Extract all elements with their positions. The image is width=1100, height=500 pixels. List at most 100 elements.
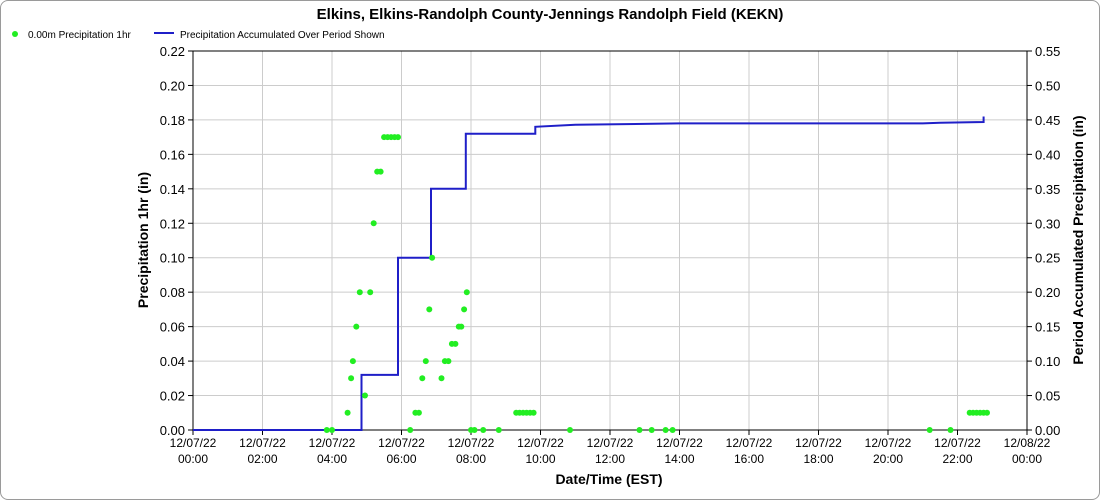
precip-point	[567, 427, 573, 433]
y-axis-right-label: Period Accumulated Precipitation (in)	[1070, 115, 1086, 364]
x-tick-label-date: 12/07/22	[170, 436, 217, 450]
y-right-tick-label: 0.25	[1035, 251, 1060, 266]
x-tick-label-time: 02:00	[247, 452, 277, 466]
x-tick-label-time: 18:00	[803, 452, 833, 466]
x-tick-label-date: 12/07/22	[517, 436, 564, 450]
x-tick-label-time: 14:00	[664, 452, 694, 466]
y-left-tick-label: 0.08	[160, 285, 185, 300]
x-tick-label-time: 16:00	[734, 452, 764, 466]
precip-point	[463, 289, 470, 296]
precip-point	[984, 409, 990, 416]
y-right-tick-label: 0.30	[1035, 216, 1060, 231]
precip-point	[377, 168, 384, 175]
precip-point	[370, 220, 377, 227]
x-tick-label-time: 20:00	[873, 452, 903, 466]
y-left-tick-label: 0.12	[160, 216, 185, 231]
x-tick-label-time: 22:00	[942, 452, 972, 466]
precip-point	[495, 427, 502, 433]
y-left-tick-label: 0.16	[160, 147, 185, 162]
precip-point	[530, 409, 537, 416]
precip-point	[947, 427, 954, 433]
x-tick-label-date: 12/07/22	[239, 436, 286, 450]
accumulated-series	[193, 116, 985, 431]
precip-point	[429, 254, 436, 261]
x-tick-label-time: 06:00	[386, 452, 416, 466]
precip-point	[636, 427, 643, 433]
precip-point	[349, 358, 356, 365]
precip-point	[395, 134, 401, 141]
chart-title: Elkins, Elkins-Randolph County-Jennings …	[317, 6, 784, 23]
legend-line-label: Precipitation Accumulated Over Period Sh…	[180, 30, 385, 41]
y-right-tick-label: 0.00	[1035, 423, 1060, 438]
x-tick-label-date: 12/07/22	[795, 436, 842, 450]
y-left-tick-label: 0.00	[160, 423, 185, 438]
precip-point	[323, 427, 330, 433]
y-left-tick-label: 0.02	[160, 389, 185, 404]
precip-point	[415, 409, 422, 416]
precip-point	[662, 427, 669, 433]
y-right-tick-label: 0.55	[1035, 44, 1060, 59]
y-left-tick-label: 0.18	[160, 113, 185, 128]
precip-point	[471, 427, 478, 433]
x-tick-label-time: 00:00	[1012, 452, 1042, 466]
x-axis-ticks: 12/07/22 00:00 12/07/22 02:00 12/07/22 04:00 1…	[170, 430, 1051, 466]
precip-point	[344, 409, 351, 416]
x-tick-label-date: 12/07/22	[587, 436, 634, 450]
y-right-tick-label: 0.10	[1035, 354, 1060, 369]
precip-point	[480, 427, 487, 433]
x-tick-label-time: 04:00	[317, 452, 347, 466]
precip-point	[353, 323, 360, 330]
x-tick-label-time: 00:00	[178, 452, 208, 466]
precip-point	[329, 427, 335, 433]
legend: 0.00m Precipitation 1hr Precipitation Ac…	[12, 30, 385, 41]
precip-point	[669, 427, 676, 433]
x-tick-label-time: 12:00	[595, 452, 625, 466]
y-left-tick-label: 0.10	[160, 251, 185, 266]
y-axis-right-ticks: 0.00 0.05 0.10 0.15 0.20 0.25 0.30 0.35 0.40 0.45…	[1027, 44, 1060, 438]
x-tick-label-date: 12/07/22	[934, 436, 981, 450]
x-tick-label-time: 08:00	[456, 452, 486, 466]
x-tick-label-date: 12/07/22	[726, 436, 773, 450]
precip-point	[426, 306, 433, 313]
precip-point	[445, 358, 452, 365]
y-left-tick-label: 0.20	[160, 78, 185, 93]
y-right-tick-label: 0.05	[1035, 389, 1060, 404]
y-right-tick-label: 0.50	[1035, 78, 1060, 93]
y-left-tick-label: 0.04	[160, 354, 185, 369]
precip-point	[452, 340, 459, 347]
precip-point	[356, 289, 363, 296]
hourly-series	[323, 134, 990, 433]
y-left-tick-label: 0.22	[160, 44, 185, 59]
y-left-tick-label: 0.14	[160, 182, 185, 197]
x-tick-label-date: 12/07/22	[309, 436, 356, 450]
precip-point	[419, 375, 426, 382]
y-right-tick-label: 0.45	[1035, 113, 1060, 128]
legend-scatter-label: 0.00m Precipitation 1hr	[28, 30, 132, 41]
y-right-tick-label: 0.35	[1035, 182, 1060, 197]
precip-point	[648, 427, 655, 433]
x-axis-label: Date/Time (EST)	[555, 471, 662, 487]
precip-point	[926, 427, 933, 433]
precip-point	[367, 289, 374, 296]
precip-point	[348, 375, 355, 382]
grid	[192, 50, 1028, 431]
x-tick-label-time: 10:00	[525, 452, 555, 466]
y-axis-left-label: Precipitation 1hr (in)	[135, 172, 151, 308]
x-tick-label-date: 12/07/22	[378, 436, 425, 450]
y-right-tick-label: 0.15	[1035, 320, 1060, 335]
y-axis-left-ticks: 0.00 0.02 0.04 0.06 0.08 0.10 0.12 0.14 0.16 0.18…	[160, 44, 193, 438]
precip-point	[461, 306, 468, 313]
x-tick-label-date: 12/08/22	[1004, 436, 1051, 450]
y-right-tick-label: 0.20	[1035, 285, 1060, 300]
legend-scatter-marker	[12, 31, 18, 37]
precip-point	[438, 375, 445, 382]
x-tick-label-date: 12/07/22	[656, 436, 703, 450]
x-tick-label-date: 12/07/22	[865, 436, 912, 450]
precip-point	[362, 392, 368, 399]
accumulated-line	[193, 116, 985, 431]
precip-point	[422, 358, 429, 365]
y-left-tick-label: 0.06	[160, 320, 185, 335]
y-right-tick-label: 0.40	[1035, 147, 1060, 162]
